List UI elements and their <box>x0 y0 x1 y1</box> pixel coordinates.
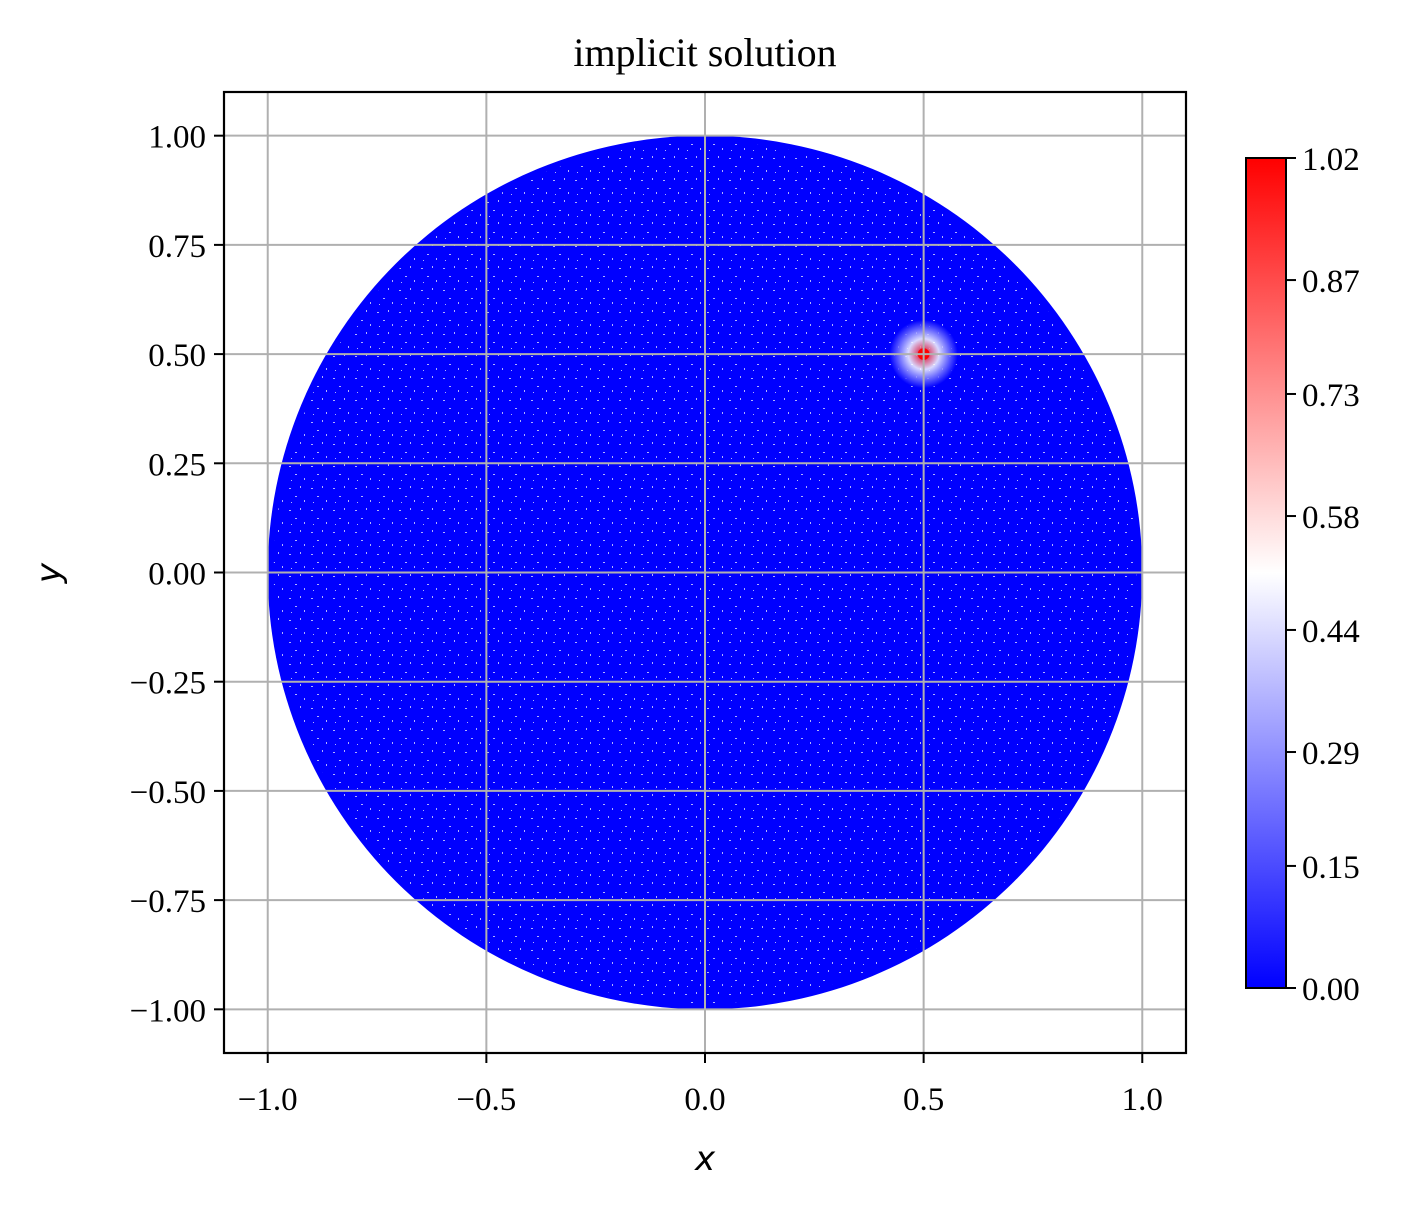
colorbar-tick-label: 0.73 <box>1302 378 1360 414</box>
y-tick-label: −0.50 <box>130 775 206 811</box>
y-tick-label: 0.50 <box>148 338 206 374</box>
colorbar-tick-label: 1.02 <box>1302 142 1360 178</box>
x-tick-label: 0.0 <box>684 1082 725 1118</box>
plot-area: −1.0 −0.5 0.0 0.5 1.0 1.00 0.75 0.50 0.25 0.00 −0… <box>130 90 1188 1118</box>
y-tick-label: 0.75 <box>148 229 206 265</box>
y-tick-label: 0.25 <box>148 447 206 483</box>
x-tick-label: −1.0 <box>238 1082 298 1118</box>
colorbar-tick-label: 0.44 <box>1302 614 1360 650</box>
y-tick-label: −0.25 <box>130 666 206 702</box>
y-axis-label: y <box>29 562 69 584</box>
y-tick-label: 1.00 <box>148 120 206 156</box>
y-axis-ticks: 1.00 0.75 0.50 0.25 0.00 −0.25 −0.50 −0.75 −1.00 <box>130 120 224 1029</box>
colorbar-tick-label: 0.87 <box>1302 264 1360 300</box>
colorbar: 1.02 0.87 0.73 0.58 0.44 0.29 0.15 0.00 <box>1245 142 1360 1008</box>
y-tick-label: 0.00 <box>148 557 206 593</box>
colorbar-tick-label: 0.29 <box>1302 736 1360 772</box>
y-tick-label: −0.75 <box>130 884 206 920</box>
x-axis-label: x <box>694 1139 716 1179</box>
y-tick-label: −1.00 <box>130 993 206 1029</box>
x-axis-ticks: −1.0 −0.5 0.0 0.5 1.0 <box>238 1053 1163 1118</box>
x-tick-label: 1.0 <box>1122 1082 1163 1118</box>
colorbar-tick-label: 0.15 <box>1302 850 1360 886</box>
x-tick-label: −0.5 <box>456 1082 516 1118</box>
colorbar-tick-label: 0.00 <box>1302 972 1360 1008</box>
x-tick-label: 0.5 <box>903 1082 944 1118</box>
chart-title: implicit solution <box>573 30 836 75</box>
grid <box>224 92 1186 1053</box>
colorbar-ticks: 1.02 0.87 0.73 0.58 0.44 0.29 0.15 0.00 <box>1286 142 1360 1008</box>
colorbar-gradient <box>1245 157 1287 989</box>
colorbar-tick-label: 0.58 <box>1302 500 1360 536</box>
